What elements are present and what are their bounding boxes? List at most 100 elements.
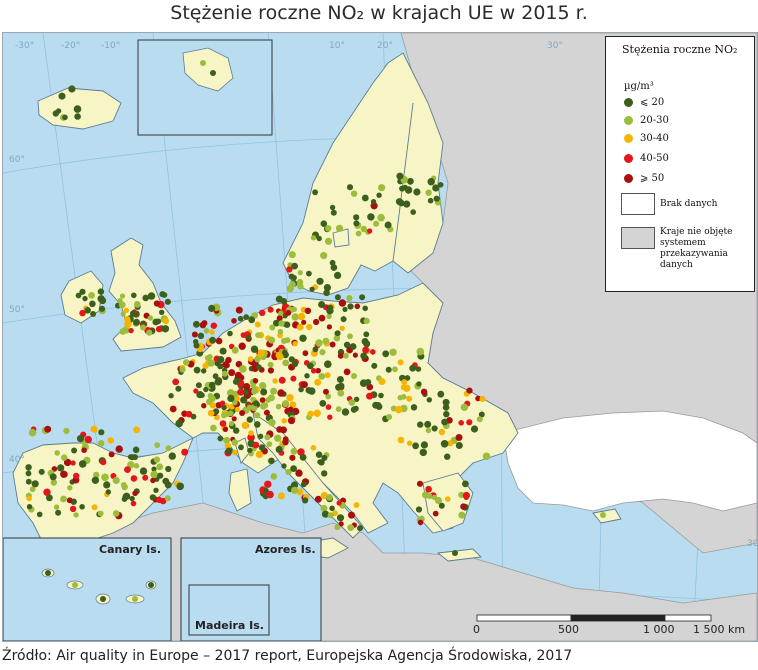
station-dot bbox=[313, 409, 321, 417]
madeira-inset-label: Madeira Is. bbox=[195, 619, 264, 632]
lon-label: -30° bbox=[15, 41, 35, 51]
station-dot bbox=[353, 214, 360, 221]
station-dot bbox=[348, 511, 355, 519]
station-dot bbox=[295, 469, 303, 477]
station-dot bbox=[318, 373, 326, 380]
station-dot bbox=[276, 315, 283, 322]
station-dot bbox=[239, 365, 247, 373]
station-dot bbox=[403, 200, 411, 208]
station-dot bbox=[347, 524, 355, 531]
station-dot bbox=[314, 495, 322, 503]
station-dot bbox=[191, 331, 198, 338]
station-dot bbox=[274, 434, 282, 442]
station-dot bbox=[197, 332, 205, 339]
station-dot bbox=[257, 433, 264, 439]
station-dot bbox=[179, 366, 186, 373]
station-dot bbox=[219, 347, 227, 355]
legend-dot-icon bbox=[624, 134, 633, 143]
station-dot bbox=[91, 504, 98, 511]
station-dot bbox=[400, 384, 407, 391]
station-dot bbox=[431, 425, 438, 432]
station-dot bbox=[425, 427, 432, 434]
station-dot bbox=[476, 416, 483, 423]
station-dot bbox=[123, 307, 129, 314]
station-dot bbox=[304, 373, 310, 379]
station-dot bbox=[425, 189, 432, 196]
station-dot bbox=[209, 402, 216, 409]
station-dot bbox=[291, 313, 299, 321]
station-dot bbox=[475, 395, 481, 402]
station-dot bbox=[267, 394, 275, 402]
station-dot bbox=[335, 406, 342, 412]
station-dot bbox=[409, 364, 417, 372]
station-dot bbox=[301, 319, 307, 325]
station-dot bbox=[250, 345, 259, 353]
station-dot bbox=[101, 473, 109, 482]
station-dot bbox=[442, 398, 450, 406]
station-dot bbox=[370, 199, 377, 205]
station-dot bbox=[257, 349, 266, 357]
station-dot bbox=[264, 434, 271, 441]
station-dot bbox=[130, 500, 137, 507]
station-dot bbox=[304, 307, 312, 314]
station-dot bbox=[215, 337, 223, 345]
station-dot bbox=[133, 426, 141, 434]
station-dot bbox=[268, 457, 275, 464]
station-dot bbox=[246, 334, 252, 340]
station-dot bbox=[322, 337, 330, 345]
station-dot bbox=[373, 220, 380, 227]
station-dot bbox=[318, 459, 325, 466]
station-dot bbox=[447, 440, 454, 447]
station-dot bbox=[325, 225, 332, 232]
station-dot bbox=[248, 316, 256, 324]
station-dot bbox=[482, 452, 491, 461]
station-dot bbox=[90, 311, 97, 317]
station-dot bbox=[438, 502, 445, 509]
station-dot bbox=[395, 405, 403, 414]
station-dot bbox=[416, 480, 424, 487]
station-dot bbox=[165, 445, 172, 452]
station-dot bbox=[290, 447, 298, 455]
station-dot bbox=[207, 359, 215, 367]
station-dot bbox=[312, 346, 319, 353]
station-dot bbox=[256, 364, 262, 370]
azores-inset-label: Azores Is. bbox=[255, 543, 316, 556]
station-dot bbox=[61, 454, 68, 461]
station-dot bbox=[131, 292, 137, 299]
station-dot bbox=[240, 396, 248, 404]
station-dot bbox=[153, 487, 159, 493]
station-dot bbox=[280, 298, 288, 305]
station-dot bbox=[46, 494, 53, 502]
station-dot bbox=[378, 392, 384, 399]
station-dot bbox=[258, 444, 266, 451]
station-dot bbox=[60, 495, 67, 503]
station-dot bbox=[431, 494, 438, 501]
station-dot bbox=[348, 399, 356, 406]
station-dot bbox=[237, 315, 244, 322]
station-dot bbox=[164, 298, 171, 305]
station-dot bbox=[452, 550, 458, 556]
no-data-label: Brak danych bbox=[660, 199, 718, 209]
station-dot bbox=[139, 467, 148, 475]
station-dot bbox=[119, 293, 126, 299]
station-dot bbox=[98, 305, 106, 312]
station-dot bbox=[228, 403, 235, 410]
station-dot bbox=[73, 105, 82, 113]
no-data-swatch bbox=[621, 193, 655, 215]
station-dot bbox=[330, 209, 337, 216]
station-dot bbox=[156, 463, 164, 471]
station-dot bbox=[314, 378, 322, 386]
station-dot bbox=[458, 420, 465, 426]
svalbard-land bbox=[182, 47, 234, 92]
map-panel: 60° 50° 40° -30° -20° -10° 10° 20° 30° 3… bbox=[2, 32, 758, 642]
canary-inset-label: Canary Is. bbox=[99, 543, 161, 556]
station-dot bbox=[267, 306, 274, 313]
station-dot bbox=[300, 481, 307, 488]
station-dot bbox=[327, 414, 333, 420]
station-dot bbox=[415, 366, 422, 372]
station-dot bbox=[58, 92, 66, 100]
station-dot bbox=[353, 502, 360, 508]
station-dot bbox=[382, 350, 390, 358]
station-dot bbox=[112, 510, 120, 517]
station-dot bbox=[207, 409, 215, 417]
